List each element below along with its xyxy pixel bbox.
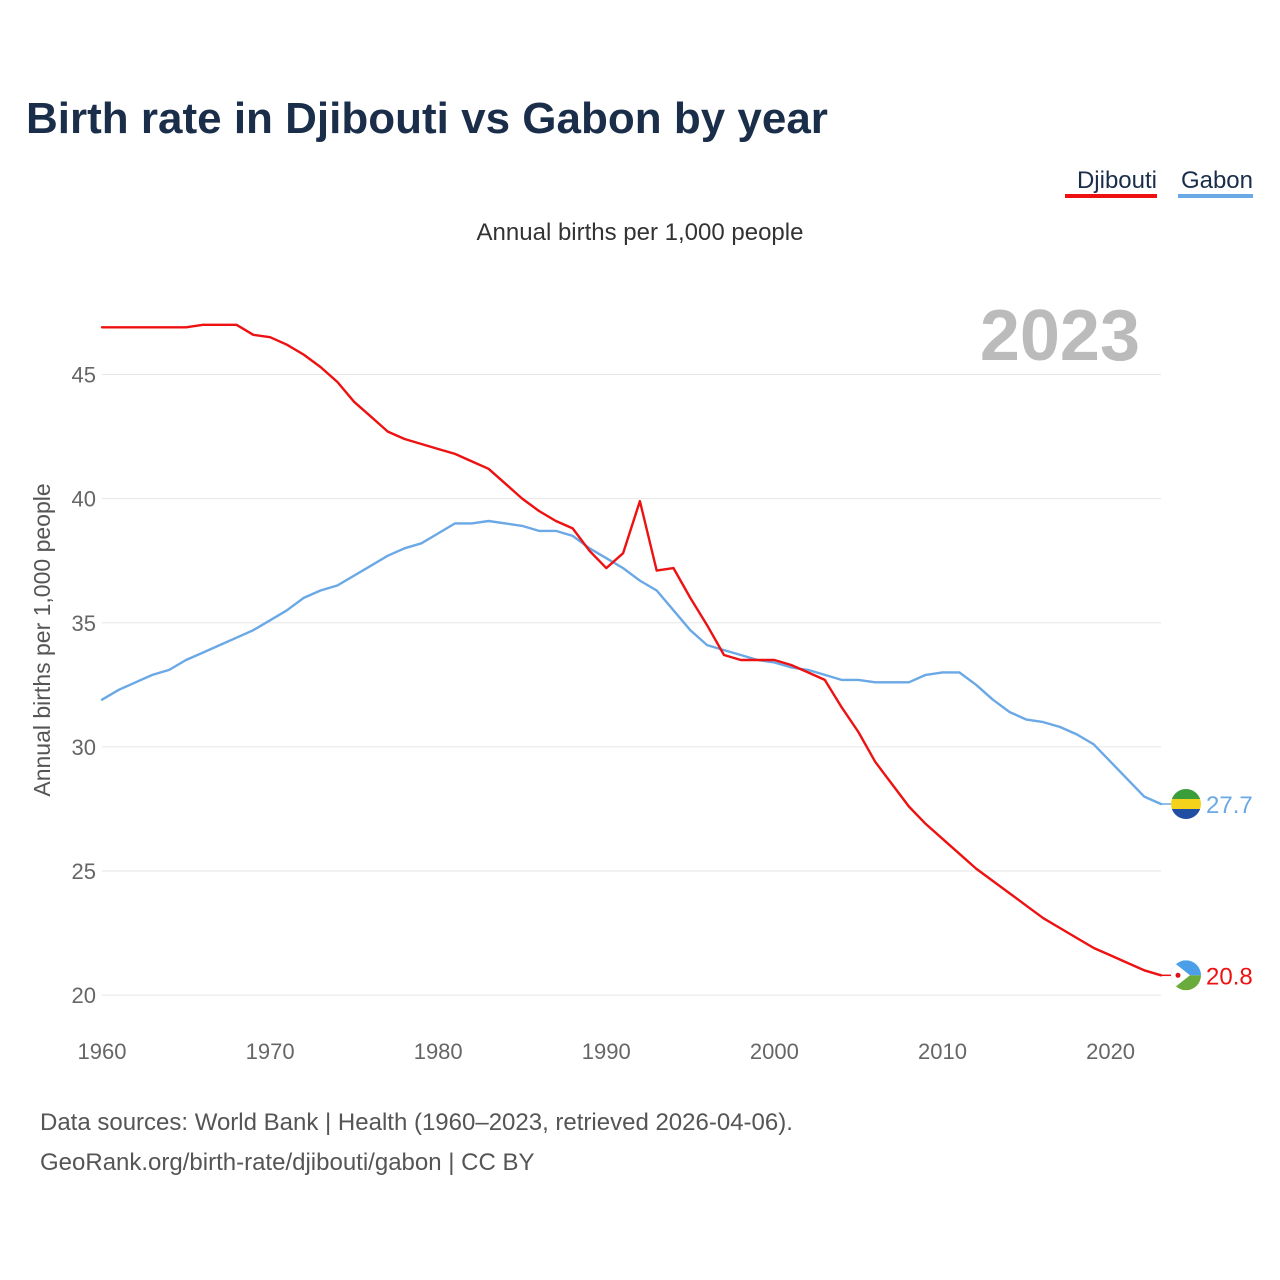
x-tick-label: 1980 [414, 1039, 463, 1064]
gridlines [102, 373, 1161, 996]
legend-label-gabon[interactable]: Gabon [1181, 167, 1253, 194]
y-tick-label: 35 [72, 611, 96, 636]
x-tick-label: 2000 [750, 1039, 799, 1064]
chart-title: Birth rate in Djibouti vs Gabon by year [26, 94, 828, 143]
series-line-djibouti[interactable] [100, 323, 1163, 977]
legend-label-djibouti[interactable]: Djibouti [1077, 167, 1157, 194]
y-tick-label: 20 [72, 983, 96, 1008]
x-tick-label: 1990 [582, 1039, 631, 1064]
x-tick-label: 1970 [246, 1039, 295, 1064]
x-axis-ticks: 1960 1970 1980 1990 2000 2010 2020 [78, 1039, 1136, 1064]
x-tick-label: 2020 [1086, 1039, 1135, 1064]
djibouti-end-value: 20.8 [1206, 963, 1253, 990]
series-line-gabon[interactable] [100, 519, 1163, 806]
chart-subtitle: Annual births per 1,000 people [477, 219, 804, 246]
gabon-flag-icon [1171, 789, 1201, 819]
legend: Djibouti Gabon [1065, 167, 1253, 198]
source-line-2[interactable]: GeoRank.org/birth-rate/djibouti/gabon | … [40, 1149, 535, 1176]
series-lines [100, 323, 1171, 977]
y-tick-label: 40 [72, 487, 96, 512]
x-tick-label: 2010 [918, 1039, 967, 1064]
y-tick-label: 30 [72, 735, 96, 760]
source-line-1: Data sources: World Bank | Health (1960–… [40, 1109, 793, 1136]
y-axis-ticks: 20 25 30 35 40 45 [72, 362, 96, 1008]
end-markers: 27.7 20.8 [1171, 789, 1253, 991]
y-tick-label: 25 [72, 859, 96, 884]
year-label: 2023 [980, 296, 1140, 376]
y-axis-label: Annual births per 1,000 people [29, 483, 55, 796]
djibouti-flag-icon [1171, 960, 1201, 991]
gabon-end-value: 27.7 [1206, 792, 1253, 819]
y-tick-label: 45 [72, 362, 96, 387]
x-tick-label: 1960 [78, 1039, 127, 1064]
